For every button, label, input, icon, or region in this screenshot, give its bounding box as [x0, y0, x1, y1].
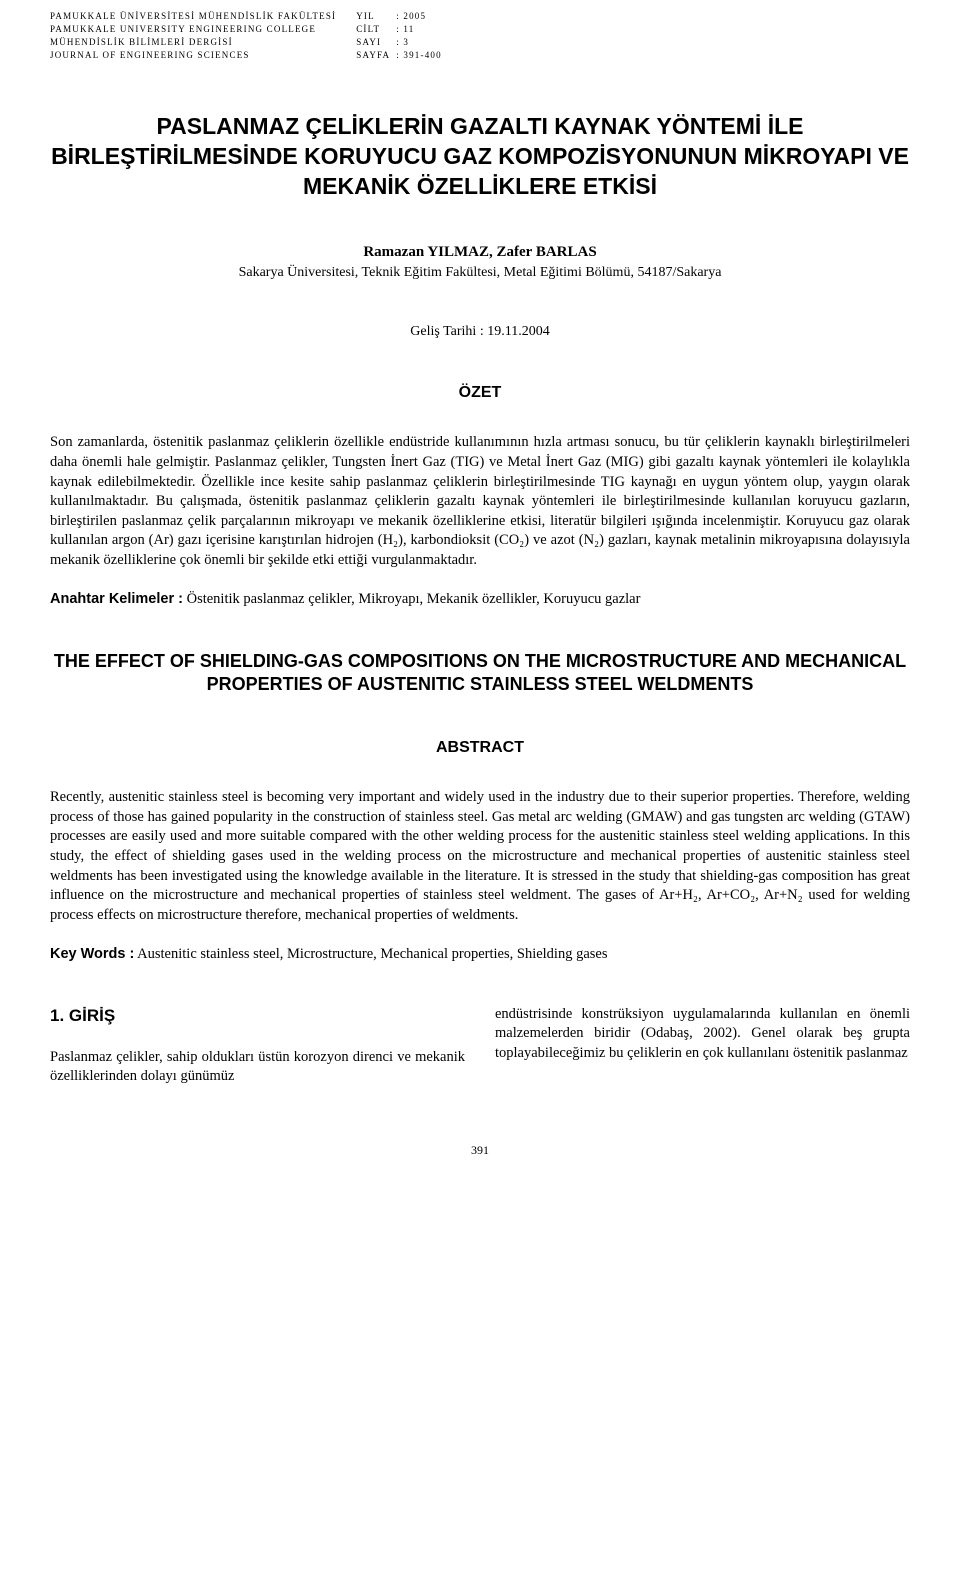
authors: Ramazan YILMAZ, Zafer BARLAS: [50, 242, 910, 262]
header-line: PAMUKKALE ÜNİVERSİTESİ MÜHENDİSLİK FAKÜL…: [50, 10, 336, 23]
keywords-text: Austenitic stainless steel, Microstructu…: [134, 946, 607, 962]
intro-col-left: 1. GİRİŞ Paslanmaz çelikler, sahip olduk…: [50, 1005, 465, 1087]
journal-meta: YIL CİLT SAYI SAYFA : 2005 : 11 : 3 : 39…: [356, 10, 442, 62]
meta-label: YIL: [356, 10, 390, 23]
paper-title: PASLANMAZ ÇELİKLERİN GAZALTI KAYNAK YÖNT…: [50, 112, 910, 202]
journal-names: PAMUKKALE ÜNİVERSİTESİ MÜHENDİSLİK FAKÜL…: [50, 10, 336, 62]
meta-value: : 3: [396, 36, 442, 49]
intro-text-left: Paslanmaz çelikler, sahip oldukları üstü…: [50, 1048, 465, 1087]
header-line: MÜHENDİSLİK BİLİMLERİ DERGİSİ: [50, 36, 336, 49]
anahtar-text: Östenitik paslanmaz çelikler, Mikroyapı,…: [183, 591, 640, 607]
keywords-label: Key Words :: [50, 946, 134, 962]
anahtar-kelimeler: Anahtar Kelimeler : Östenitik paslanmaz …: [50, 590, 910, 610]
ozet-body: Son zamanlarda, östenitik paslanmaz çeli…: [50, 433, 910, 570]
meta-label: CİLT: [356, 23, 390, 36]
header-line: PAMUKKALE UNIVERSITY ENGINEERING COLLEGE: [50, 23, 336, 36]
received-date: Geliş Tarihi : 19.11.2004: [50, 323, 910, 342]
meta-label: SAYFA: [356, 49, 390, 62]
ozet-heading: ÖZET: [50, 382, 910, 404]
english-title: THE EFFECT OF SHIELDING-GAS COMPOSITIONS…: [50, 650, 910, 697]
header-line: JOURNAL OF ENGINEERING SCIENCES: [50, 49, 336, 62]
abstract-body: Recently, austenitic stainless steel is …: [50, 788, 910, 925]
intro-heading: 1. GİRİŞ: [50, 1005, 465, 1028]
affiliation: Sakarya Üniversitesi, Teknik Eğitim Fakü…: [50, 264, 910, 283]
intro-columns: 1. GİRİŞ Paslanmaz çelikler, sahip olduk…: [50, 1005, 910, 1087]
intro-text-right: endüstrisinde konstrüksiyon uygulamaları…: [495, 1005, 910, 1064]
anahtar-label: Anahtar Kelimeler :: [50, 591, 183, 607]
meta-label: SAYI: [356, 36, 390, 49]
meta-value: : 11: [396, 23, 442, 36]
meta-value: : 2005: [396, 10, 442, 23]
page-number: 391: [50, 1142, 910, 1158]
meta-value: : 391-400: [396, 49, 442, 62]
intro-col-right: endüstrisinde konstrüksiyon uygulamaları…: [495, 1005, 910, 1087]
journal-header: PAMUKKALE ÜNİVERSİTESİ MÜHENDİSLİK FAKÜL…: [50, 10, 910, 62]
abstract-heading: ABSTRACT: [50, 737, 910, 759]
meta-labels: YIL CİLT SAYI SAYFA: [356, 10, 390, 62]
key-words: Key Words : Austenitic stainless steel, …: [50, 945, 910, 965]
meta-values: : 2005 : 11 : 3 : 391-400: [396, 10, 442, 62]
